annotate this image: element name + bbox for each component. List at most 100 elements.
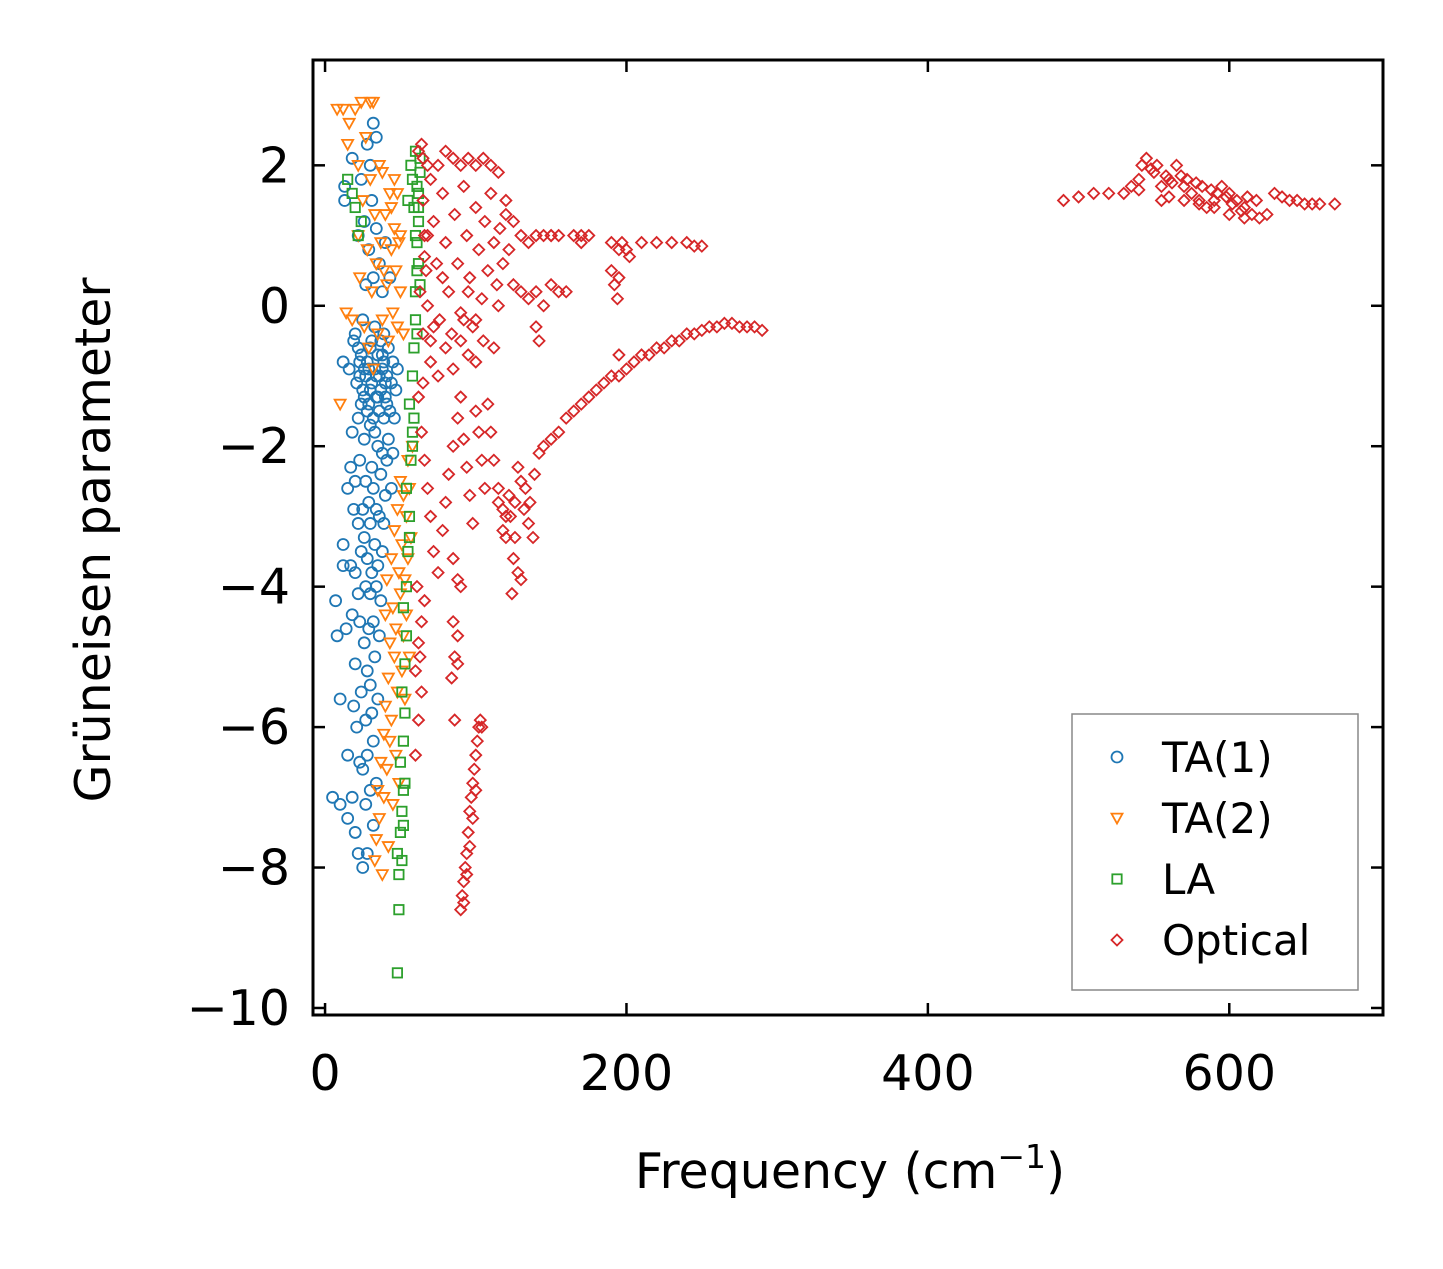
data-point [459,867,474,882]
data-point [352,229,364,242]
data-point [333,692,347,706]
data-point [461,825,475,840]
data-point [1204,183,1218,197]
data-point [435,186,450,201]
data-point [472,242,486,257]
data-point [369,222,383,235]
data-point [453,579,468,594]
data-point [329,594,343,608]
data-point [375,348,389,362]
data-point [1135,158,1149,173]
data-point [360,355,374,369]
data-point [339,307,354,321]
data-point [382,188,397,201]
data-point [412,187,425,199]
data-point [416,327,430,341]
data-point [517,502,531,517]
data-point [1144,162,1158,176]
data-point [372,629,386,643]
data-point [444,327,459,341]
data-point [1312,197,1327,211]
data-point [369,580,383,594]
data-point [1249,193,1264,208]
data-point [393,230,408,243]
series-la [342,145,426,979]
data-point [574,228,589,243]
data-point [387,174,402,187]
data-point [384,714,399,728]
markers-layer [326,96,1342,979]
data-point [444,671,459,685]
data-point [360,664,374,678]
data-point [360,244,375,257]
data-point [431,369,445,383]
data-point [468,355,483,369]
data-point [508,495,522,510]
data-point [348,657,362,671]
data-point [499,207,513,222]
data-point [1207,200,1221,215]
y-tick-label: −2 [218,418,290,475]
data-point [1240,190,1255,204]
data-point [414,425,429,439]
legend-marker [1111,873,1123,885]
data-point [1210,186,1224,201]
data-point [384,553,399,566]
data-point [461,284,475,299]
data-point [411,236,423,249]
data-point [333,797,347,811]
data-point [366,271,380,285]
data-point [649,235,664,250]
data-point [339,622,353,636]
data-point [447,713,462,727]
data-point [336,538,350,551]
data-point [347,503,361,516]
data-point [438,495,453,510]
data-point [393,286,408,300]
x-tick-label: 200 [580,1045,674,1102]
data-point [458,860,472,875]
data-point [410,579,424,594]
data-point [456,313,471,327]
data-point [1124,179,1139,194]
data-point [399,707,411,719]
data-point [353,615,367,629]
data-point [499,193,513,208]
data-point [352,272,367,286]
data-point [1101,186,1116,201]
data-point [363,418,377,432]
data-point [432,313,447,327]
data-point [368,538,382,551]
data-point [372,160,387,173]
data-point [1150,158,1164,173]
data-point [351,411,365,425]
y-tick-label: −8 [218,840,290,897]
data-point [657,341,671,355]
data-point [394,665,409,679]
data-point [345,151,359,165]
data-point [387,525,402,538]
data-point [503,509,518,524]
data-point [402,194,414,207]
y-tick-label: −10 [187,980,290,1037]
data-point [369,776,383,790]
data-point [496,523,510,538]
data-point [417,249,432,264]
data-point [348,566,362,580]
data-point [1180,172,1194,187]
data-point [382,735,397,749]
data-point [360,847,374,860]
data-point [347,699,361,713]
data-point [491,165,506,180]
data-point [473,713,488,727]
data-point [453,334,468,348]
data-point [416,193,430,208]
data-point [376,792,391,805]
data-point [381,335,396,349]
data-point [465,811,480,826]
data-point [411,328,423,340]
data-point [396,805,408,817]
data-point [391,567,406,580]
data-point [1328,197,1342,211]
data-point [354,685,368,699]
